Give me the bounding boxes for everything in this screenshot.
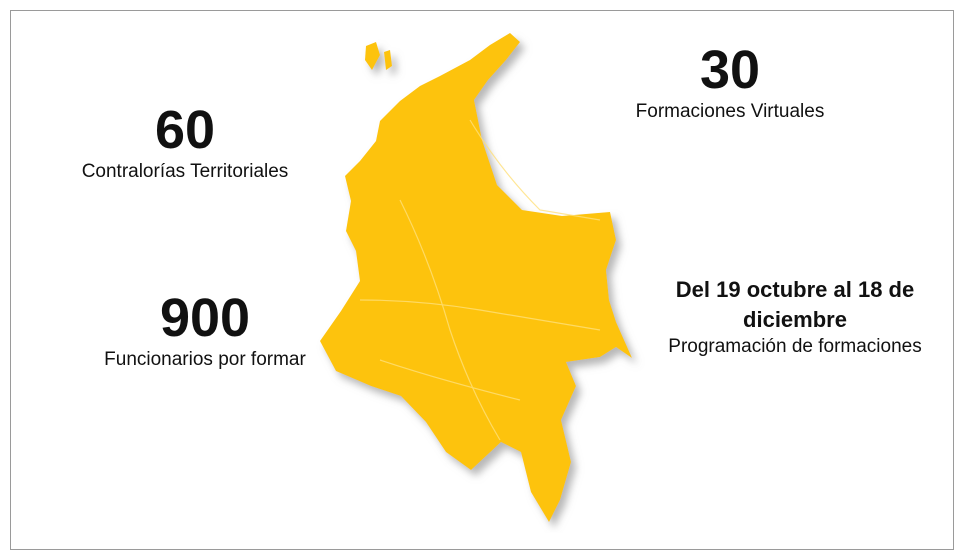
map-colombia (320, 33, 632, 522)
stat: 30 Formaciones Virtuales (580, 40, 880, 124)
stat-value: 900 (159, 288, 251, 348)
stat: Del 19 octubre al 18 de diciembre Progra… (635, 275, 955, 359)
stat-label: Programación de formaciones (668, 336, 922, 357)
stat-label: Funcionarios por formar (104, 349, 306, 370)
map-rivers (359, 119, 601, 441)
stat-label: Formaciones Virtuales (635, 101, 825, 122)
stat-value: Del 19 octubre al 18 de diciembre (675, 277, 915, 332)
stat-value: 30 (699, 40, 761, 100)
stat: 900 Funcionarios por formar (55, 288, 355, 372)
map-island (384, 50, 392, 70)
stat-value: 60 (154, 100, 216, 160)
map-shape (320, 33, 632, 522)
stat-label: Contralorías Territoriales (81, 161, 289, 182)
page: 60 Contralorías Territoriales 30 Formaci… (10, 10, 955, 550)
map-island (365, 42, 380, 70)
stat: 60 Contralorías Territoriales (40, 100, 330, 184)
